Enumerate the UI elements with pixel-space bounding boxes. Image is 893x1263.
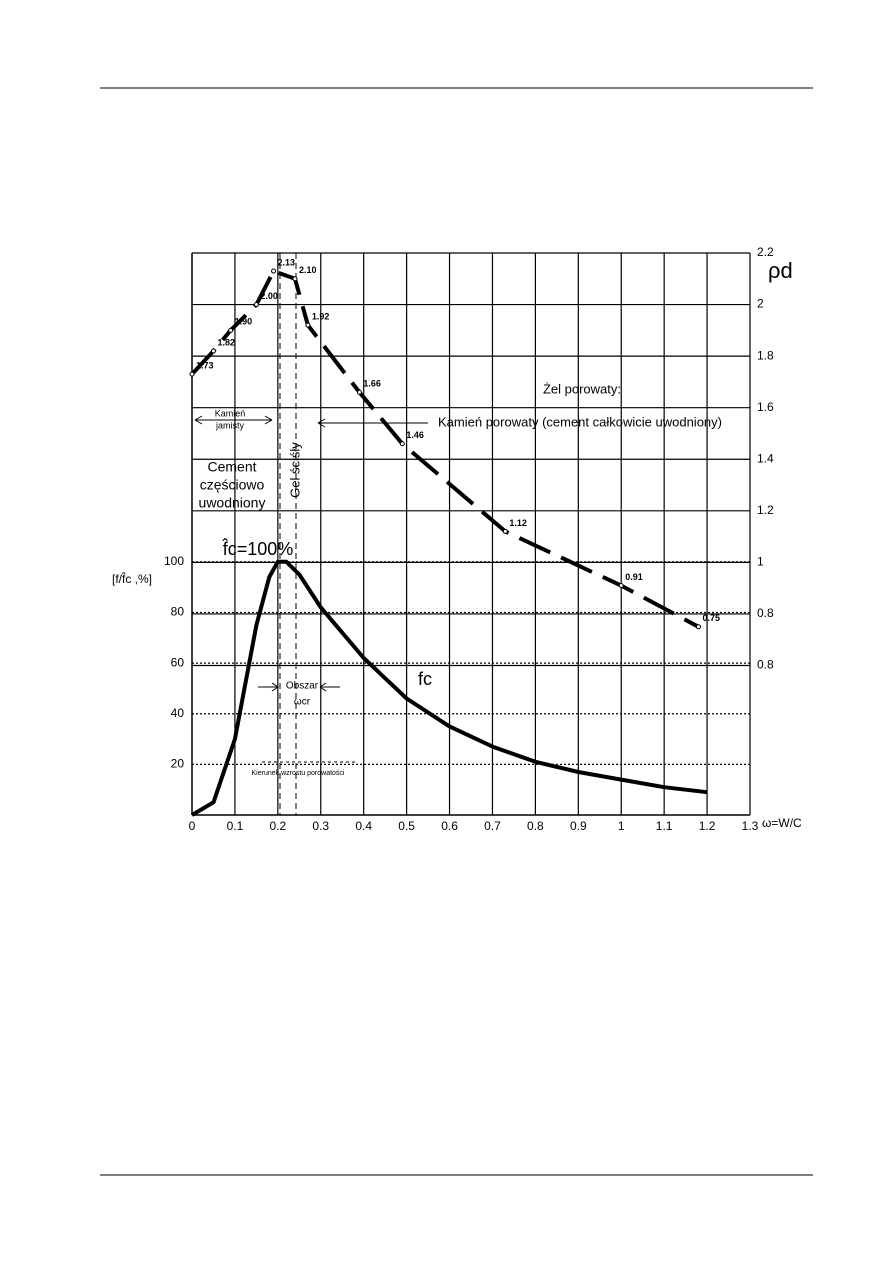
data-label: 1.12 [509, 518, 527, 528]
data-point [189, 371, 195, 377]
annotation: ωcr [294, 697, 311, 708]
y2-tick-label: 1 [757, 555, 764, 569]
data-label: 2.10 [299, 265, 317, 275]
annotation: częściowo [200, 477, 265, 493]
y-axis-label: [f/f̂c ,%] [112, 571, 152, 586]
y2-tick-label: 1.2 [757, 503, 774, 517]
x-tick-label: 0.4 [355, 819, 372, 833]
y-tick-label: 80 [171, 605, 185, 619]
x-tick-label: 0 [189, 819, 196, 833]
data-point [228, 327, 234, 333]
annotation: Kamień porowaty (cement całkowicie uwodn… [438, 414, 722, 429]
x-tick-label: 0.6 [441, 819, 458, 833]
y2-tick-label: 1.8 [757, 348, 774, 362]
data-point [502, 528, 508, 534]
data-point [695, 624, 701, 630]
data-label: 0.75 [702, 613, 720, 623]
annotation: uwodniony [199, 495, 266, 511]
data-point [253, 302, 259, 308]
annotation: Obszar [286, 681, 319, 692]
annotation: Gel ściśły [287, 442, 302, 498]
annotation: Kierunek wzrostu porowatości [252, 770, 345, 777]
annotation: Cement [207, 459, 256, 475]
y2-tick-label: 0.8 [757, 606, 774, 620]
y-tick-label: 40 [171, 706, 185, 720]
data-label: 1.82 [217, 337, 235, 347]
data-point [292, 276, 298, 282]
data-point [271, 268, 277, 274]
x-tick-label: 0.3 [312, 819, 329, 833]
data-point [210, 348, 216, 354]
x-tick-label: 0.2 [270, 819, 287, 833]
x-tick-label: 0.1 [227, 819, 244, 833]
data-point [305, 322, 311, 328]
x-tick-label: 1.1 [656, 819, 673, 833]
series-line [190, 559, 708, 817]
y-tick-label: 20 [171, 757, 185, 771]
x-tick-label: 0.8 [527, 819, 544, 833]
data-label: 1.73 [196, 361, 214, 371]
y2-tick-label: 0.8 [757, 658, 774, 672]
data-label: 1.66 [363, 379, 381, 389]
x-tick-label: 0.7 [484, 819, 501, 833]
annotation: Żel porowaty: [543, 381, 621, 396]
data-label: 2.13 [278, 257, 296, 267]
y2-tick-label: 2 [757, 297, 764, 311]
y2-axis-label: ρd [768, 258, 793, 283]
annotation: jamisty [215, 420, 245, 430]
data-label: 1.90 [235, 317, 253, 327]
x-tick-label: 0.5 [398, 819, 415, 833]
annotation: Kamień [215, 408, 246, 418]
data-label: 1.46 [406, 430, 424, 440]
data-point [399, 441, 405, 447]
data-label: 1.92 [312, 312, 330, 322]
annotation: f̂c=100% [222, 538, 293, 559]
x-tick-label: 1.2 [699, 819, 716, 833]
y-tick-label: 100 [164, 554, 184, 568]
data-label: 0.91 [625, 572, 643, 582]
x-tick-label: 1 [618, 819, 625, 833]
series-name: fc [418, 669, 432, 689]
y2-tick-label: 1.4 [757, 451, 774, 465]
data-point [618, 583, 624, 589]
data-point [356, 389, 362, 395]
x-tick-label: 0.9 [570, 819, 587, 833]
y2-tick-label: 2.2 [757, 245, 774, 259]
x-axis-label: ω=W/C [762, 816, 802, 830]
data-label: 2.00 [260, 291, 278, 301]
x-tick-label: 1.3 [742, 819, 759, 833]
y2-tick-label: 1.6 [757, 400, 774, 414]
y-tick-label: 60 [171, 655, 185, 669]
series-line [190, 269, 700, 629]
